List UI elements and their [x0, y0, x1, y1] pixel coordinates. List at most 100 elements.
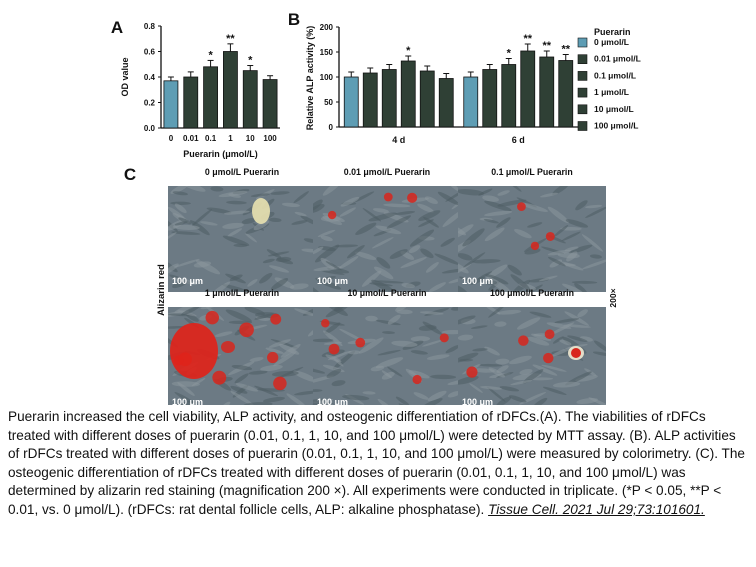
cell	[339, 207, 356, 217]
cell	[317, 229, 336, 238]
cell	[488, 367, 506, 378]
legend-label: 0.01 μmol/L	[594, 54, 641, 64]
cell	[541, 364, 567, 372]
cell	[374, 280, 404, 284]
cell	[174, 277, 198, 285]
legend-label: 0 μmol/L	[594, 37, 629, 47]
cell	[441, 267, 461, 274]
cell	[266, 249, 282, 259]
cell	[400, 256, 427, 269]
cell	[383, 203, 411, 208]
cell	[480, 386, 503, 390]
cell	[532, 397, 548, 405]
row-label-alizarin-red: Alizarin red	[156, 264, 167, 316]
cell	[226, 200, 247, 205]
panel-a-x-tick-label: 0.01	[183, 134, 199, 143]
cell	[549, 322, 575, 336]
caption-text: Puerarin increased the cell viability, A…	[8, 409, 745, 517]
micrograph	[458, 186, 606, 292]
panel-a-y-label: OD value	[120, 57, 130, 96]
legend-label: 1 μmol/L	[594, 87, 629, 97]
legend-swatch	[577, 54, 588, 65]
cell	[458, 262, 469, 274]
cell	[206, 207, 232, 214]
panel-b-bar	[419, 70, 435, 128]
calcium-nodule	[239, 322, 254, 338]
cell	[576, 398, 598, 405]
cell	[241, 218, 257, 224]
panel-b-significance: **	[561, 44, 570, 56]
cell	[507, 264, 522, 276]
cell	[409, 229, 435, 247]
cell	[401, 283, 415, 289]
cell	[554, 318, 580, 324]
cell	[575, 375, 598, 382]
micrograph	[168, 307, 316, 405]
cell	[365, 315, 378, 322]
cell	[181, 307, 200, 316]
legend-label: 100 μmol/L	[594, 121, 638, 131]
cell	[260, 364, 283, 372]
cell	[540, 192, 558, 198]
cell	[293, 191, 309, 204]
cell	[335, 244, 359, 248]
cell	[177, 382, 195, 396]
calcium-nodule	[205, 310, 219, 325]
scale-bar-label: 100 μm	[462, 276, 493, 286]
calcium-nodule	[407, 192, 418, 203]
cell	[200, 221, 218, 226]
cell	[581, 234, 604, 252]
cell	[376, 257, 391, 269]
calcium-nodule	[545, 231, 555, 241]
micrograph	[168, 186, 316, 292]
cell	[375, 225, 402, 235]
cell	[497, 190, 510, 196]
cell	[484, 346, 500, 356]
cell	[458, 284, 469, 292]
citation: Tissue Cell. 2021 Jul 29;73:101601.	[488, 501, 705, 517]
panel-a-y-tick-label: 0.8	[144, 22, 156, 31]
cell	[561, 231, 581, 242]
panel-b-y-tick-label: 50	[324, 98, 333, 107]
legend-swatch	[577, 121, 588, 131]
cell	[218, 190, 248, 198]
cell	[566, 251, 578, 262]
calcium-nodule	[212, 370, 227, 385]
panel-a-letter: A	[111, 18, 123, 37]
cell	[396, 309, 413, 315]
cell	[291, 220, 308, 225]
panel-a-bar	[203, 66, 218, 129]
panel-a-bar	[262, 79, 278, 129]
calcium-nodule	[270, 313, 282, 325]
cell	[354, 251, 377, 260]
cell	[262, 258, 275, 264]
cell	[229, 274, 243, 282]
cell	[230, 385, 248, 394]
cell	[593, 340, 606, 353]
cell	[170, 186, 190, 194]
cell	[352, 191, 375, 203]
cell	[377, 398, 396, 405]
cell	[269, 217, 282, 223]
micrograph	[458, 307, 606, 405]
panel-b-bar	[501, 64, 517, 128]
cell	[547, 256, 566, 267]
cell	[483, 218, 499, 224]
cell	[469, 383, 483, 393]
magnification-label: 200×	[608, 288, 618, 307]
cell	[219, 401, 231, 405]
panel-a-x-tick-label: 10	[246, 134, 255, 143]
panel-b-y-tick-label: 150	[320, 48, 334, 57]
cell	[496, 217, 511, 228]
cell	[387, 366, 403, 377]
cell	[482, 195, 499, 202]
cell	[382, 331, 395, 335]
cell	[532, 364, 558, 376]
cell	[552, 186, 570, 196]
cell	[478, 363, 503, 367]
cell	[320, 270, 345, 275]
cell	[222, 284, 250, 292]
micrograph-title: 0.1 μmol/L Puerarin	[491, 167, 573, 177]
cell	[494, 321, 507, 327]
